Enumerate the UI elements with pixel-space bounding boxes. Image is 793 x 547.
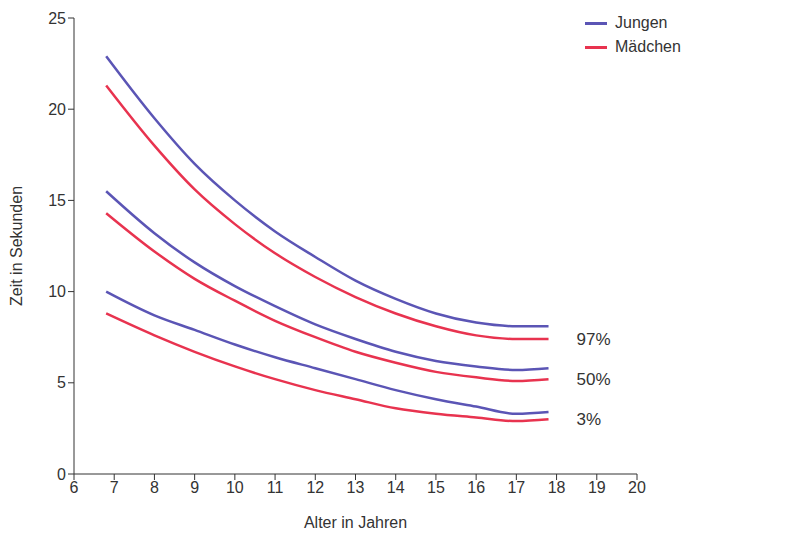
svg-text:15: 15 [427,479,445,496]
svg-text:17: 17 [507,479,525,496]
svg-text:6: 6 [70,479,79,496]
svg-text:10: 10 [226,479,244,496]
svg-text:25: 25 [48,10,66,27]
html-text:Jungen: Jungen [615,14,668,31]
svg-text:15: 15 [48,192,66,209]
svg-text:19: 19 [588,479,606,496]
svg-text:12: 12 [306,479,324,496]
svg-text:3%: 3% [577,410,602,429]
svg-text:0: 0 [57,466,66,483]
svg-text:Alter in Jahren: Alter in Jahren [304,514,407,531]
svg-text:20: 20 [628,479,646,496]
svg-text:97%: 97% [577,330,611,349]
html-text:Mädchen: Mädchen [615,38,681,55]
svg-text:8: 8 [150,479,159,496]
svg-text:7: 7 [110,479,119,496]
svg-text:11: 11 [267,479,284,496]
svg-text:16: 16 [467,479,485,496]
svg-text:10: 10 [48,283,66,300]
svg-text:5: 5 [57,374,66,391]
svg-text:9: 9 [190,479,199,496]
svg-text:14: 14 [387,479,405,496]
svg-text:20: 20 [48,101,66,118]
svg-text:13: 13 [347,479,365,496]
svg-text:Zeit in Sekunden: Zeit in Sekunden [8,186,25,306]
svg-text:50%: 50% [577,370,611,389]
svg-text:18: 18 [548,479,566,496]
